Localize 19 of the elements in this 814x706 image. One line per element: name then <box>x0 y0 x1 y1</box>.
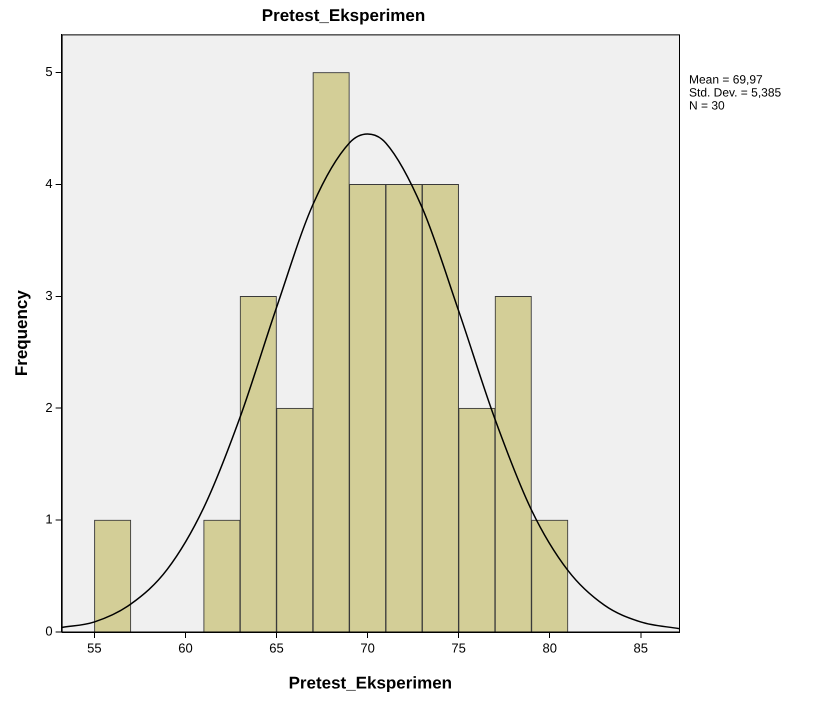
x-tick-label: 80 <box>542 640 557 656</box>
chart-title: Pretest_Eksperimen <box>262 6 426 25</box>
x-tick-label: 60 <box>178 640 193 656</box>
y-tick-label: 2 <box>45 400 53 415</box>
x-axis-title: Pretest_Eksperimen <box>288 673 452 692</box>
y-tick-label: 0 <box>45 624 53 639</box>
text: Std. Dev. = 5,385 <box>689 86 782 100</box>
text: Mean = 69,97 <box>689 72 764 87</box>
x-tick-label: 75 <box>451 640 466 656</box>
y-tick-label: 5 <box>45 64 53 80</box>
x-tick-label: 70 <box>360 640 375 656</box>
y-tick-label: 3 <box>45 288 53 303</box>
x-tick-label: 55 <box>87 640 102 656</box>
text: N = 30 <box>689 98 726 113</box>
y-tick-label: 1 <box>45 512 53 527</box>
y-tick-label: 4 <box>45 176 53 191</box>
x-tick-label: 85 <box>634 640 648 656</box>
y-axis-title: Frequency <box>12 290 31 376</box>
x-tick-label: 65 <box>269 640 284 656</box>
